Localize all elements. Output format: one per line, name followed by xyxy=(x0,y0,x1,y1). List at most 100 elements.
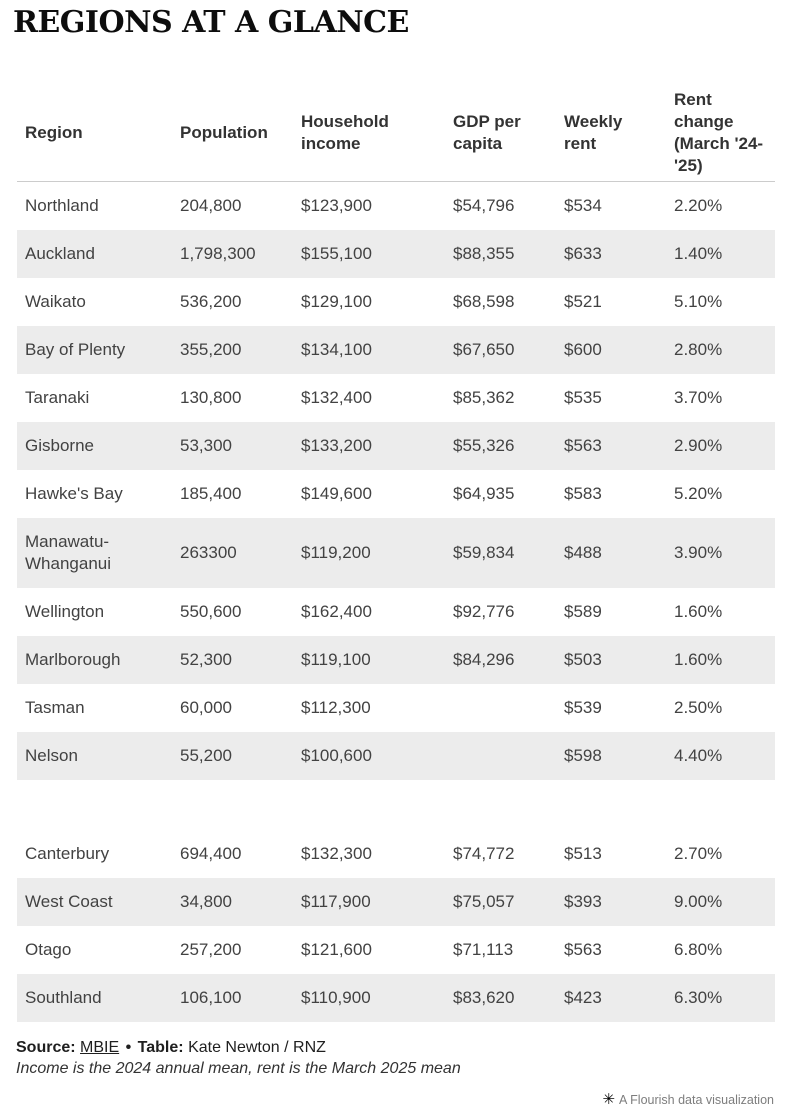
table-row: Northland 204,800 $123,900 $54,796 $534 2.20% xyxy=(17,182,775,231)
cell: $488 xyxy=(564,543,602,562)
cell: $563 xyxy=(564,940,602,959)
cell: $55,326 xyxy=(453,436,515,455)
cell: $71,113 xyxy=(453,940,514,959)
cell: 55,200 xyxy=(180,746,232,765)
cell: $129,100 xyxy=(301,292,372,311)
cell: 6.80% xyxy=(674,940,723,959)
cell: Waikato xyxy=(25,292,86,311)
regions-table: Region Population Household income GDP per … xyxy=(17,85,775,1022)
table-row: Nelson 55,200 $100,600 $598 4.40% xyxy=(17,732,775,780)
cell: Taranaki xyxy=(25,388,90,407)
cell xyxy=(445,780,556,830)
cell: 204,800 xyxy=(180,196,242,215)
cell: 2.80% xyxy=(674,340,723,359)
flourish-credit-label: A Flourish data visualization xyxy=(619,1092,774,1107)
table-row: Waikato 536,200 $129,100 $68,598 $521 5.10% xyxy=(17,278,775,326)
cell: 1.40% xyxy=(674,244,723,263)
cell: 550,600 xyxy=(180,602,242,621)
cell: $393 xyxy=(564,892,602,911)
bullet-separator: • xyxy=(125,1039,132,1056)
flourish-credit[interactable]: ✳ A Flourish data visualization xyxy=(602,1092,774,1107)
column-header: Weekly rent xyxy=(556,85,666,182)
table-credit-value: Kate Newton / RNZ xyxy=(188,1039,326,1056)
cell: Bay of Plenty xyxy=(25,340,126,359)
cell: $132,400 xyxy=(301,388,372,407)
source-label: Source: xyxy=(16,1039,76,1056)
flourish-star-icon: ✳ xyxy=(602,1091,616,1108)
cell: $539 xyxy=(564,698,602,717)
column-header: Household income xyxy=(293,85,445,182)
cell: Tasman xyxy=(25,698,85,717)
footnote: Income is the 2024 annual mean, rent is … xyxy=(16,1060,461,1077)
cell: $162,400 xyxy=(301,602,372,621)
cell: 185,400 xyxy=(180,484,242,503)
cell: Gisborne xyxy=(25,436,94,455)
cell: 694,400 xyxy=(180,844,242,863)
cell xyxy=(172,780,293,830)
cell: Manawatu-Whanganui xyxy=(25,532,112,573)
cell: 130,800 xyxy=(180,388,242,407)
cell: 1.60% xyxy=(674,650,723,669)
cell: 60,000 xyxy=(180,698,232,717)
cell: 52,300 xyxy=(180,650,232,669)
cell: 4.40% xyxy=(674,746,723,765)
cell: $68,598 xyxy=(453,292,515,311)
column-header: Rent change (March '24-'25) xyxy=(666,85,775,182)
cell: $54,796 xyxy=(453,196,515,215)
cell: 1,798,300 xyxy=(180,244,256,263)
cell: $85,362 xyxy=(453,388,515,407)
cell: $84,296 xyxy=(453,650,515,669)
cell: Wellington xyxy=(25,602,105,621)
cell: Southland xyxy=(25,988,102,1007)
cell: 34,800 xyxy=(180,892,232,911)
cell: 2.90% xyxy=(674,436,723,455)
cell: $633 xyxy=(564,244,602,263)
cell xyxy=(17,780,172,830)
cell: $598 xyxy=(564,746,602,765)
header-row: Region Population Household income GDP per … xyxy=(17,85,775,182)
cell: Otago xyxy=(25,940,72,959)
table-row: Otago 257,200 $121,600 $71,113 $563 6.80% xyxy=(17,926,775,974)
cell: $133,200 xyxy=(301,436,372,455)
cell: 2.50% xyxy=(674,698,723,717)
table-row: Southland 106,100 $110,900 $83,620 $423 6.30% xyxy=(17,974,775,1022)
cell: $83,620 xyxy=(453,988,515,1007)
cell: $589 xyxy=(564,602,602,621)
table-row: Auckland 1,798,300 $155,100 $88,355 $633 1.40… xyxy=(17,230,775,278)
cell: $423 xyxy=(564,988,602,1007)
cell: $534 xyxy=(564,196,602,215)
cell: Nelson xyxy=(25,746,78,765)
cell xyxy=(556,780,666,830)
cell: 257,200 xyxy=(180,940,242,959)
table-body: Northland 204,800 $123,900 $54,796 $534 2.20%… xyxy=(17,182,775,1022)
cell: 263300 xyxy=(180,543,237,562)
cell: $521 xyxy=(564,292,602,311)
cell: $100,600 xyxy=(301,746,372,765)
cell: $75,057 xyxy=(453,892,515,911)
cell: 106,100 xyxy=(180,988,242,1007)
cell: $64,935 xyxy=(453,484,515,503)
cell: $117,900 xyxy=(301,892,371,911)
cell: West Coast xyxy=(25,892,113,911)
cell: 53,300 xyxy=(180,436,232,455)
column-header: Region xyxy=(17,85,172,182)
table-row: Manawatu-Whanganui 263300 $119,200 $59,834 $… xyxy=(17,518,775,588)
cell: $74,772 xyxy=(453,844,515,863)
column-header: GDP per capita xyxy=(445,85,556,182)
cell: $132,300 xyxy=(301,844,372,863)
cell: 3.90% xyxy=(674,543,723,562)
spacer-row xyxy=(17,780,775,830)
table-row: Canterbury 694,400 $132,300 $74,772 $513 2.70… xyxy=(17,830,775,878)
cell: $535 xyxy=(564,388,602,407)
cell: $59,834 xyxy=(453,543,515,562)
cell: 5.20% xyxy=(674,484,723,503)
cell xyxy=(445,732,556,780)
cell: 1.60% xyxy=(674,602,723,621)
cell: Canterbury xyxy=(25,844,110,863)
source-link[interactable]: MBIE xyxy=(80,1039,120,1056)
cell: $119,200 xyxy=(301,543,371,562)
table-row: Bay of Plenty 355,200 $134,100 $67,650 $600 2… xyxy=(17,326,775,374)
cell: $155,100 xyxy=(301,244,372,263)
cell xyxy=(445,684,556,732)
cell xyxy=(293,780,445,830)
